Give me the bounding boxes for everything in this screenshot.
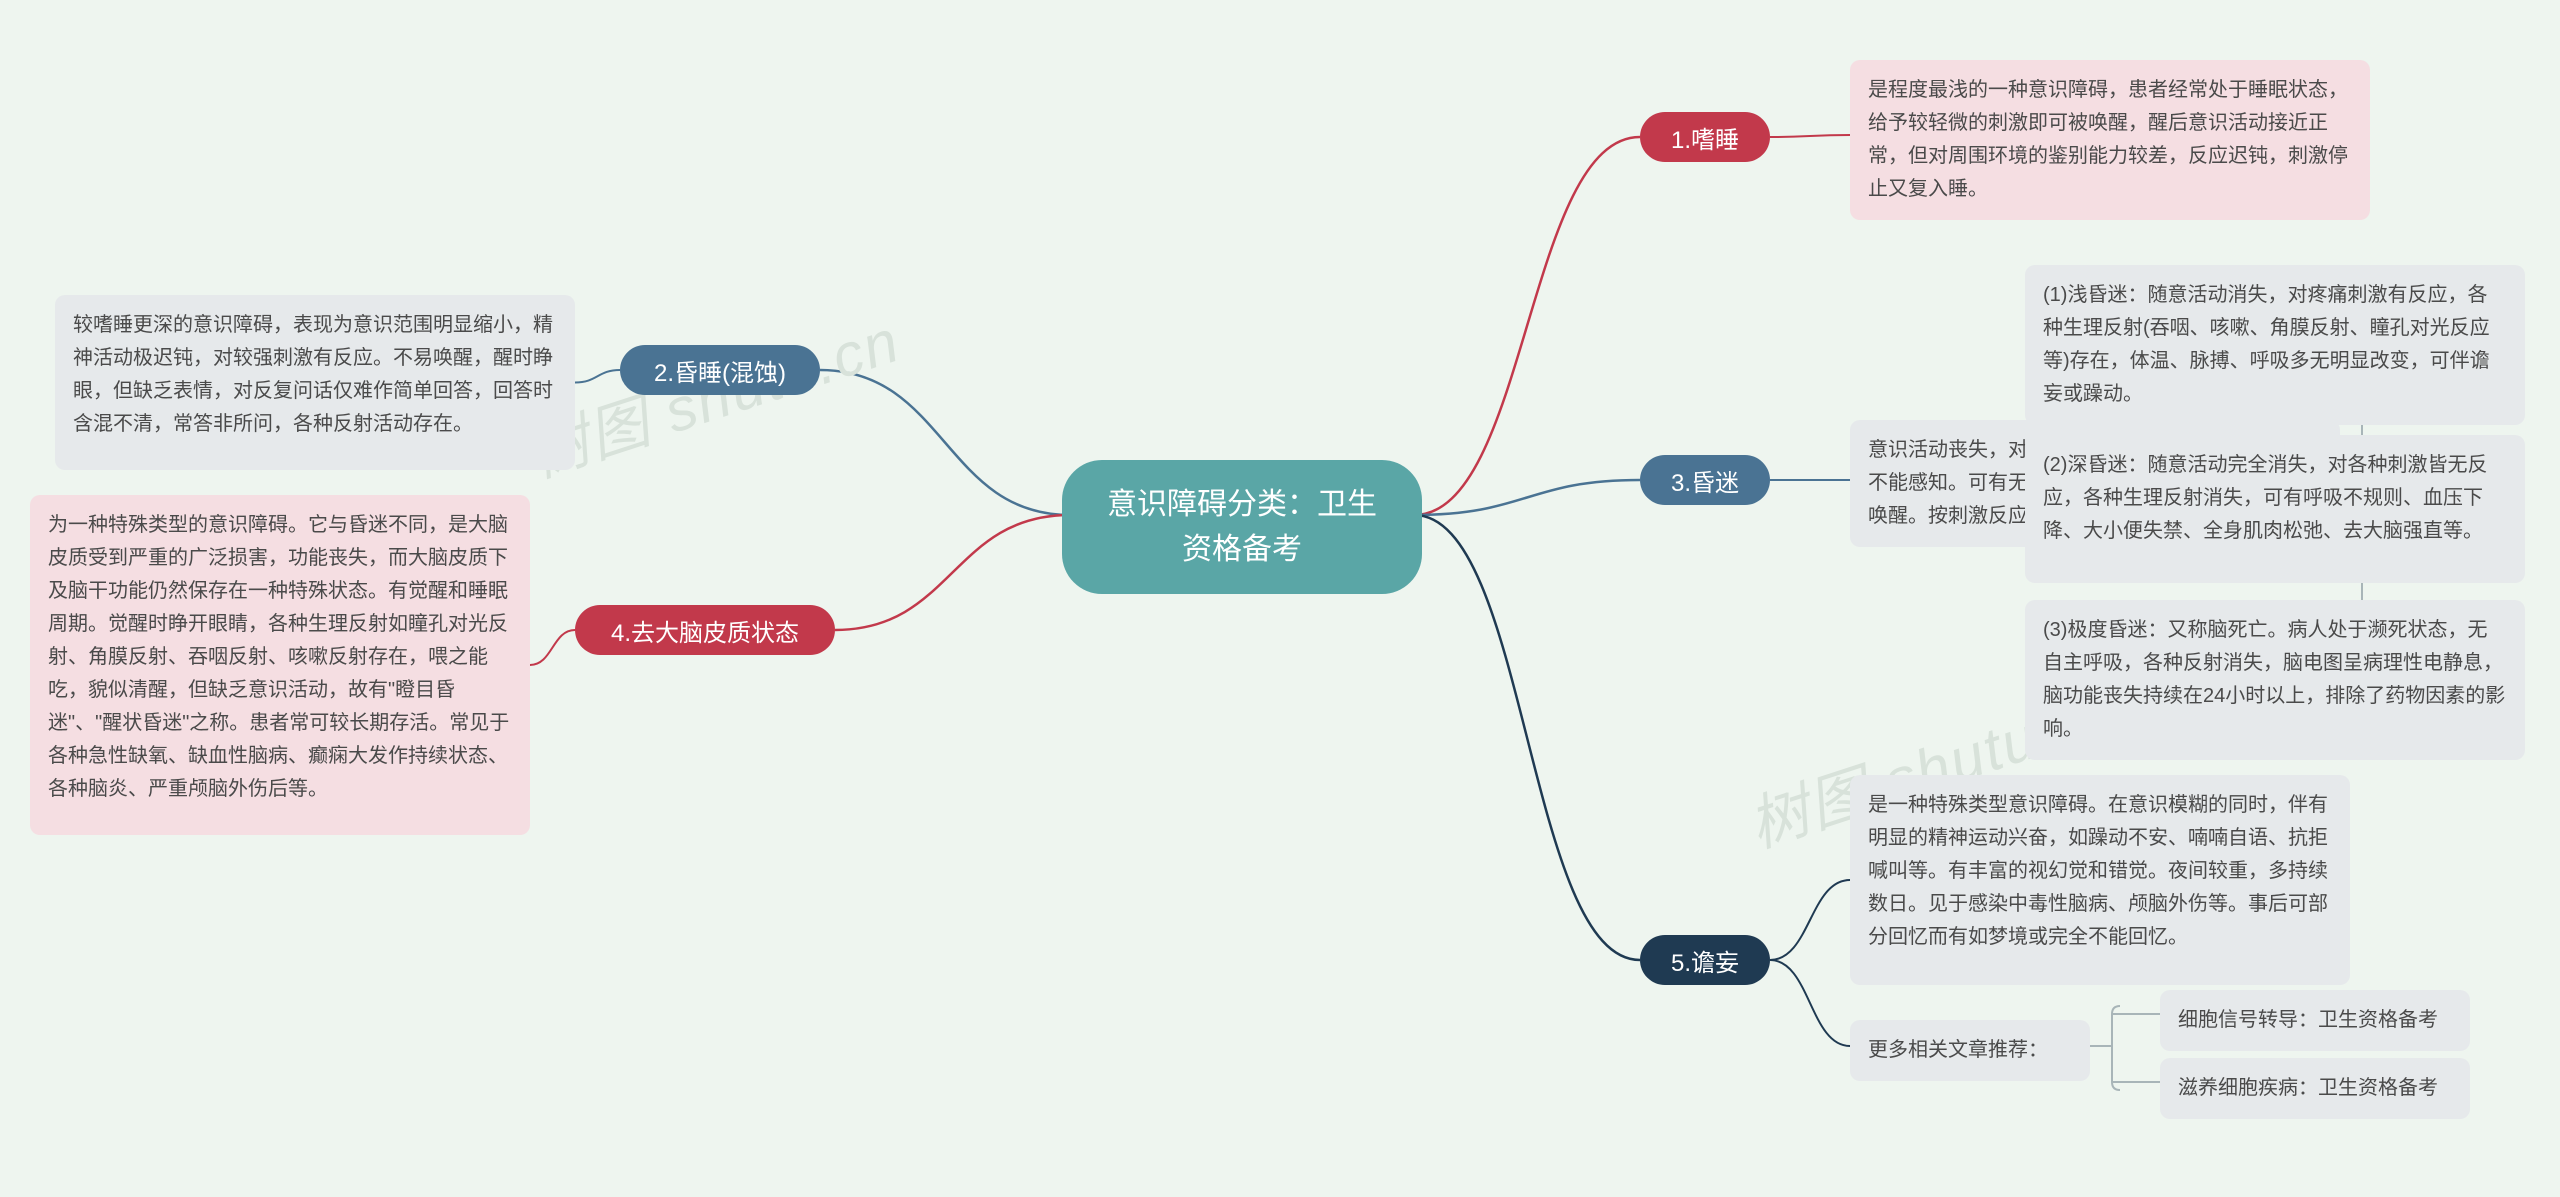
subleaf-b5-1-0[interactable]: 细胞信号转导：卫生资格备考 — [2160, 990, 2470, 1051]
branch-b4[interactable]: 4.去大脑皮质状态 — [575, 605, 835, 655]
leaf-b2-0[interactable]: 较嗜睡更深的意识障碍，表现为意识范围明显缩小，精神活动极迟钝，对较强刺激有反应。… — [55, 295, 575, 470]
subleaf-b3-0-1[interactable]: (2)深昏迷：随意活动完全消失，对各种刺激皆无反应，各种生理反射消失，可有呼吸不… — [2025, 435, 2525, 583]
branch-b2[interactable]: 2.昏睡(混蚀) — [620, 345, 820, 395]
subleaf-b3-0-0[interactable]: (1)浅昏迷：随意活动消失，对疼痛刺激有反应，各种生理反射(吞咽、咳嗽、角膜反射… — [2025, 265, 2525, 425]
leaf-b5-1[interactable]: 更多相关文章推荐： — [1850, 1020, 2090, 1081]
center-node[interactable]: 意识障碍分类：卫生资格备考 — [1062, 460, 1422, 594]
subleaf-b3-0-2[interactable]: (3)极度昏迷：又称脑死亡。病人处于濒死状态，无自主呼吸，各种反射消失，脑电图呈… — [2025, 600, 2525, 760]
branch-b5[interactable]: 5.谵妄 — [1640, 935, 1770, 985]
subleaf-b5-1-1[interactable]: 滋养细胞疾病：卫生资格备考 — [2160, 1058, 2470, 1119]
leaf-b1-0[interactable]: 是程度最浅的一种意识障碍，患者经常处于睡眠状态，给予较轻微的刺激即可被唤醒，醒后… — [1850, 60, 2370, 220]
leaf-b4-0[interactable]: 为一种特殊类型的意识障碍。它与昏迷不同，是大脑皮质受到严重的广泛损害，功能丧失，… — [30, 495, 530, 835]
branch-b3[interactable]: 3.昏迷 — [1640, 455, 1770, 505]
leaf-b5-0[interactable]: 是一种特殊类型意识障碍。在意识模糊的同时，伴有明显的精神运动兴奋，如躁动不安、喃… — [1850, 775, 2350, 985]
branch-b1[interactable]: 1.嗜睡 — [1640, 112, 1770, 162]
